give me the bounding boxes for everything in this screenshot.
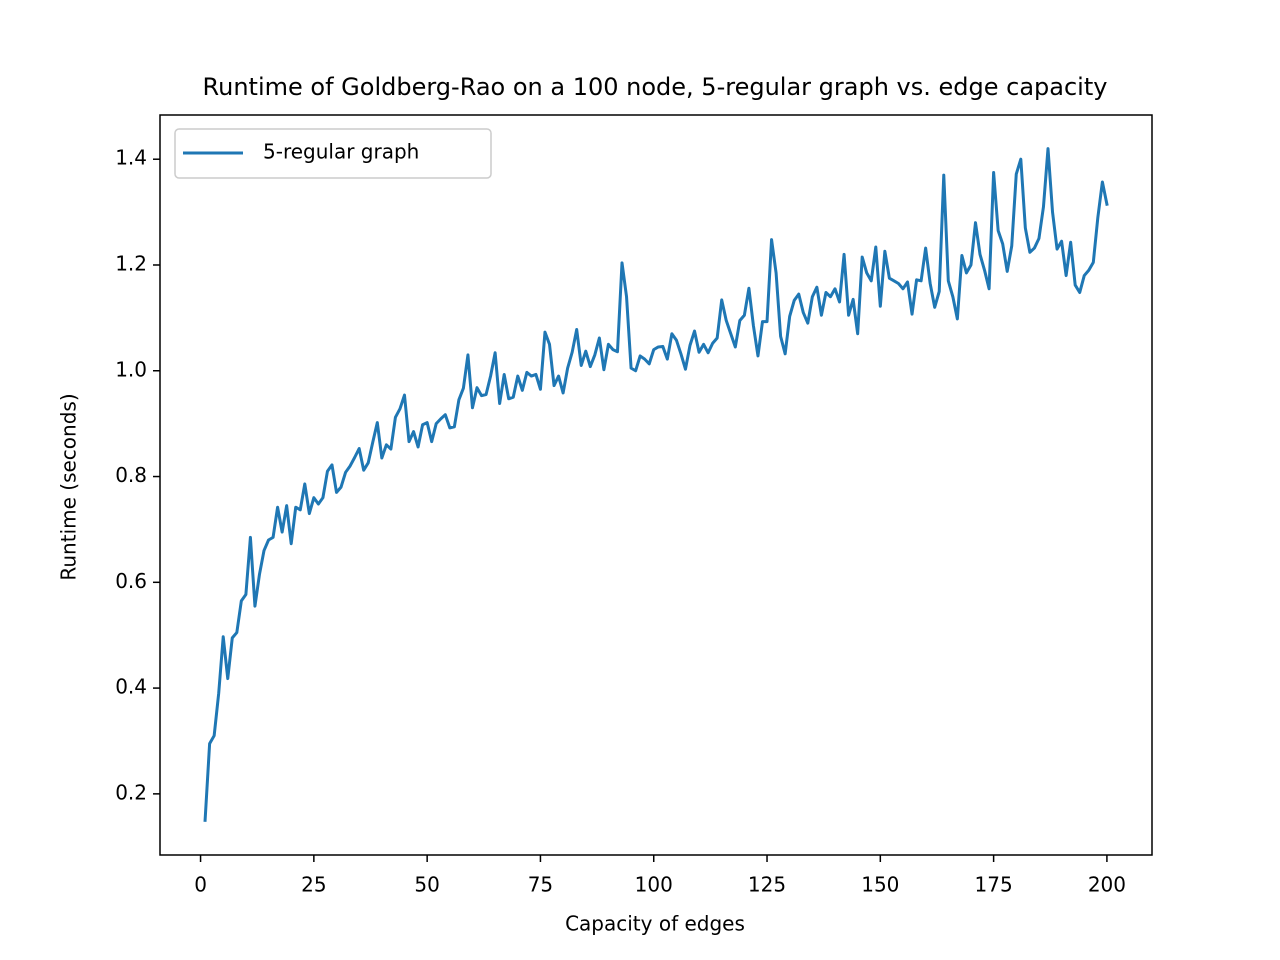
axes-frame [159,114,1153,856]
chart-title: Runtime of Goldberg-Rao on a 100 node, 5… [203,73,1108,101]
y-tick-label: 0.8 [115,463,147,487]
x-tick-label: 25 [301,873,326,897]
data-line [203,147,1109,822]
x-tick-label: 100 [635,873,673,897]
y-tick-label: 1.2 [115,251,147,275]
y-tick-label: 0.6 [115,569,147,593]
y-axis-label: Runtime (seconds) [57,393,81,580]
x-tick-label: 75 [528,873,553,897]
legend-box [174,128,492,179]
y-tick-label: 0.4 [115,675,147,699]
y-tick-label: 1.0 [115,357,147,381]
x-tick-label: 50 [414,873,439,897]
x-tick-label: 175 [975,873,1013,897]
y-tick-label: 1.4 [115,146,147,170]
x-tick-label: 0 [194,873,207,897]
x-tick-label: 150 [861,873,899,897]
x-tick-label: 125 [748,873,786,897]
legend-label: 5-regular graph [263,140,419,164]
x-tick-label: 200 [1088,873,1126,897]
x-axis-label: Capacity of edges [565,912,745,936]
y-tick-label: 0.2 [115,780,147,804]
